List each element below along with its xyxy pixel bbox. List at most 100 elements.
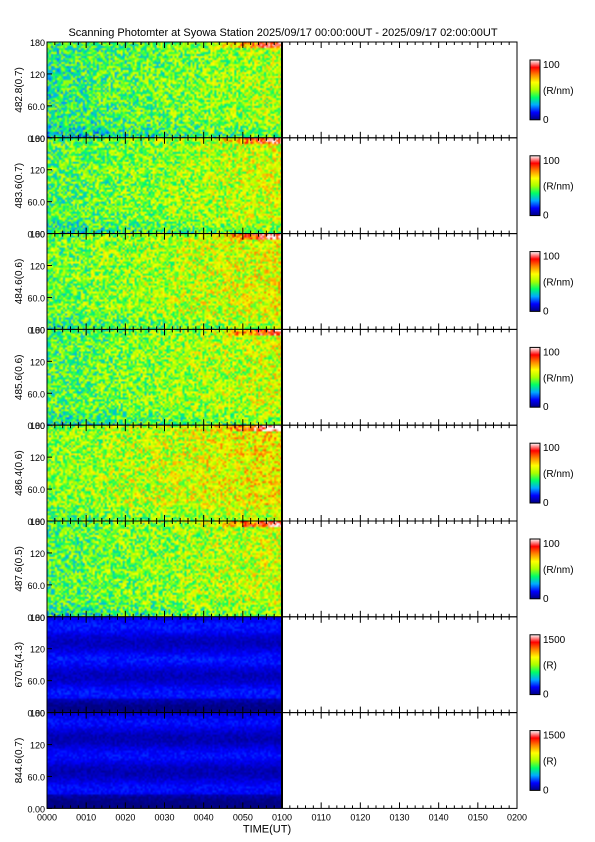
panel-ylabel: 487.6(0.5) [14, 546, 25, 592]
colorbar-max-label: 100 [543, 156, 560, 167]
colorbar-min-label: 0 [543, 785, 549, 796]
colorbar-unit-label: (R) [543, 661, 557, 672]
heatmap-image [47, 616, 282, 713]
y-tick-label: 60.0 [27, 102, 45, 112]
colorbar [529, 538, 541, 600]
figure-title: Scanning Photomter at Syowa Station 2025… [68, 27, 497, 39]
panel-ylabel: 670.5(4.3) [14, 642, 25, 688]
heatmap-image [47, 42, 282, 138]
y-tick-label: 0.00 [27, 421, 45, 431]
panel: 0.00 60.0 120 180 844.6(0.7) 1500 0 (R) [14, 709, 566, 815]
colorbar-unit-label: (R/nm) [543, 86, 574, 97]
heatmap-image [47, 329, 282, 426]
heatmap-image [47, 712, 282, 809]
heatmap-image [47, 425, 282, 521]
x-tick-label: 0040 [194, 812, 214, 822]
y-tick-label: 180 [30, 230, 45, 240]
y-tick-label: 60.0 [27, 485, 45, 495]
y-tick-label: 60.0 [27, 389, 45, 399]
colorbar-max-label: 100 [543, 347, 560, 358]
x-tick-label: 0150 [468, 812, 488, 822]
y-tick-label: 0.00 [27, 804, 45, 814]
x-tick-label: 0200 [507, 812, 527, 822]
x-tick-label: 0000 [37, 812, 57, 822]
panel: 0.00 60.0 120 180 486.4(0.6) 100 0 (R/nm) [14, 421, 574, 527]
colorbar [529, 59, 541, 121]
colorbar [529, 346, 541, 408]
y-tick-label: 120 [30, 166, 45, 176]
colorbar [529, 634, 541, 696]
y-tick-label: 180 [30, 613, 45, 623]
colorbar-unit-label: (R/nm) [543, 469, 574, 480]
panel: 0.00 60.0 120 180 485.6(0.6) 100 0 (R/nm) [14, 325, 574, 431]
x-axis-label: TIME(UT) [243, 823, 291, 835]
x-tick-label: 0100 [272, 812, 292, 822]
y-tick-label: 0.00 [27, 230, 45, 240]
y-tick-label: 0.00 [27, 709, 45, 719]
colorbar-min-label: 0 [543, 115, 549, 126]
colorbar-max-label: 100 [543, 60, 560, 71]
colorbar-unit-label: (R/nm) [543, 278, 574, 289]
y-tick-label: 180 [30, 421, 45, 431]
y-tick-label: 180 [30, 38, 45, 48]
colorbar-unit-label: (R) [543, 757, 557, 768]
colorbar-unit-label: (R/nm) [543, 182, 574, 193]
colorbar-min-label: 0 [543, 690, 549, 701]
panel: 0.00 60.0 120 180 670.5(4.3) 1500 0 (R) [14, 613, 566, 719]
colorbar-min-label: 0 [543, 498, 549, 509]
panels: 0.00 60.0 120 180 482.8(0.7) 100 0 (R/nm) 0.00 60… [14, 38, 574, 814]
x-tick-label: 0110 [311, 812, 330, 822]
panel-ylabel: 484.6(0.6) [14, 259, 25, 305]
x-tick-label: 0130 [389, 812, 409, 822]
heatmap-image [47, 233, 282, 330]
panel: 0.00 60.0 120 180 482.8(0.7) 100 0 (R/nm) [14, 38, 574, 144]
panel-ylabel: 483.6(0.7) [14, 163, 25, 209]
colorbar-max-label: 100 [543, 443, 560, 454]
panel: 0.00 60.0 120 180 487.6(0.5) 100 0 (R/nm) [14, 517, 574, 623]
colorbar [529, 251, 541, 312]
y-tick-label: 180 [30, 134, 45, 144]
y-tick-label: 0.00 [27, 325, 45, 335]
panel: 0.00 60.0 120 180 483.6(0.7) 100 0 (R/nm) [14, 134, 574, 240]
panel-ylabel: 482.8(0.7) [14, 67, 25, 113]
colorbar-max-label: 1500 [543, 731, 566, 742]
heatmap-image [47, 521, 282, 617]
heatmap-image [47, 137, 282, 234]
colorbar-max-label: 1500 [543, 635, 566, 646]
colorbar-min-label: 0 [543, 594, 549, 605]
x-tick-label: 0140 [429, 812, 449, 822]
colorbar-unit-label: (R/nm) [543, 565, 574, 576]
y-tick-label: 120 [30, 741, 45, 751]
colorbar-min-label: 0 [543, 402, 549, 413]
colorbar-max-label: 100 [543, 539, 560, 550]
panel-ylabel: 486.4(0.6) [14, 450, 25, 496]
colorbar-unit-label: (R/nm) [543, 373, 574, 384]
y-tick-label: 0.00 [27, 517, 45, 527]
x-tick-label: 0050 [233, 812, 253, 822]
y-tick-label: 60.0 [27, 198, 45, 208]
panel: 0.00 60.0 120 180 484.6(0.6) 100 0 (R/nm) [14, 230, 574, 336]
colorbar [529, 730, 541, 791]
y-tick-label: 180 [30, 517, 45, 527]
y-tick-label: 60.0 [27, 581, 45, 591]
x-tick-label: 0020 [115, 812, 135, 822]
colorbar [529, 442, 541, 504]
y-tick-label: 180 [30, 709, 45, 719]
y-tick-label: 60.0 [27, 677, 45, 687]
y-tick-label: 180 [30, 325, 45, 335]
y-tick-label: 120 [30, 549, 45, 559]
colorbar-min-label: 0 [543, 211, 549, 222]
y-tick-label: 120 [30, 453, 45, 463]
y-tick-label: 60.0 [27, 772, 45, 782]
y-tick-label: 60.0 [27, 293, 45, 303]
y-tick-label: 0.00 [27, 613, 45, 623]
colorbar-max-label: 100 [543, 252, 560, 263]
x-tick-label: 0120 [350, 812, 370, 822]
x-tick-label: 0010 [76, 812, 96, 822]
colorbar [529, 155, 541, 217]
panel-ylabel: 844.6(0.7) [14, 738, 25, 784]
y-tick-label: 120 [30, 262, 45, 272]
y-tick-label: 120 [30, 645, 45, 655]
y-tick-label: 120 [30, 357, 45, 367]
